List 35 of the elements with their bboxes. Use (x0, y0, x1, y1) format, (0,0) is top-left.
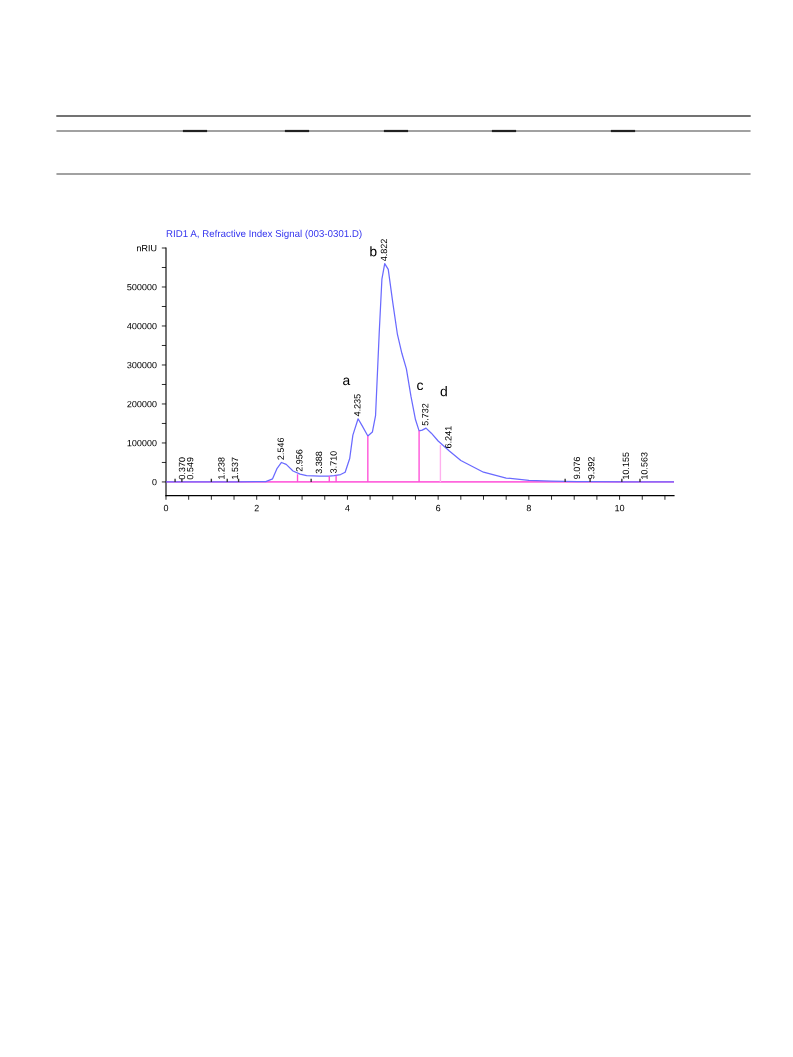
y-tick-label: 100000 (127, 439, 157, 447)
x-tick-label: 4 (345, 504, 350, 512)
line-series (166, 262, 674, 483)
y-tick-label: 300000 (127, 361, 157, 369)
annotation: d (440, 386, 447, 397)
annotation: a (343, 377, 351, 386)
annotation: 6.241 (445, 426, 452, 448)
annotation: 0.370 (178, 457, 186, 480)
annotation: c (417, 382, 424, 391)
annotation: 10.563 (641, 452, 648, 479)
y-tick-label: nRIU (137, 245, 157, 252)
x-tick-label: 2 (254, 504, 259, 512)
annotation: 0.549 (186, 457, 194, 480)
annotation: 4.235 (354, 394, 361, 417)
y-tick-label: 0 (152, 478, 157, 486)
annotation: 9.076 (573, 457, 581, 479)
y-tick-label: 200000 (127, 400, 157, 408)
x-tick-label: 6 (436, 504, 441, 512)
chart-title: RID1 A, Refractive Index Signal (003-0301.D) (166, 229, 362, 239)
annotation: b (370, 246, 377, 257)
annotation: 1.238 (218, 457, 225, 479)
x-tick-label: 0 (163, 504, 169, 512)
annotation: 10.155 (622, 452, 630, 479)
x-tick-label: 8 (526, 504, 531, 512)
x-tick-label: 10 (615, 504, 625, 512)
annotation: 9.392 (588, 457, 595, 479)
annotation: 5.732 (422, 403, 429, 426)
annotation: 3.710 (330, 451, 337, 474)
annotation: 4.822 (380, 239, 388, 262)
annotation: 3.388 (315, 451, 323, 474)
annotation: 1.537 (231, 457, 239, 479)
annotation: 2.956 (296, 449, 303, 472)
annotation: 2.546 (277, 437, 284, 460)
y-tick-label: 500000 (127, 283, 157, 291)
y-tick-label: 400000 (127, 322, 157, 330)
